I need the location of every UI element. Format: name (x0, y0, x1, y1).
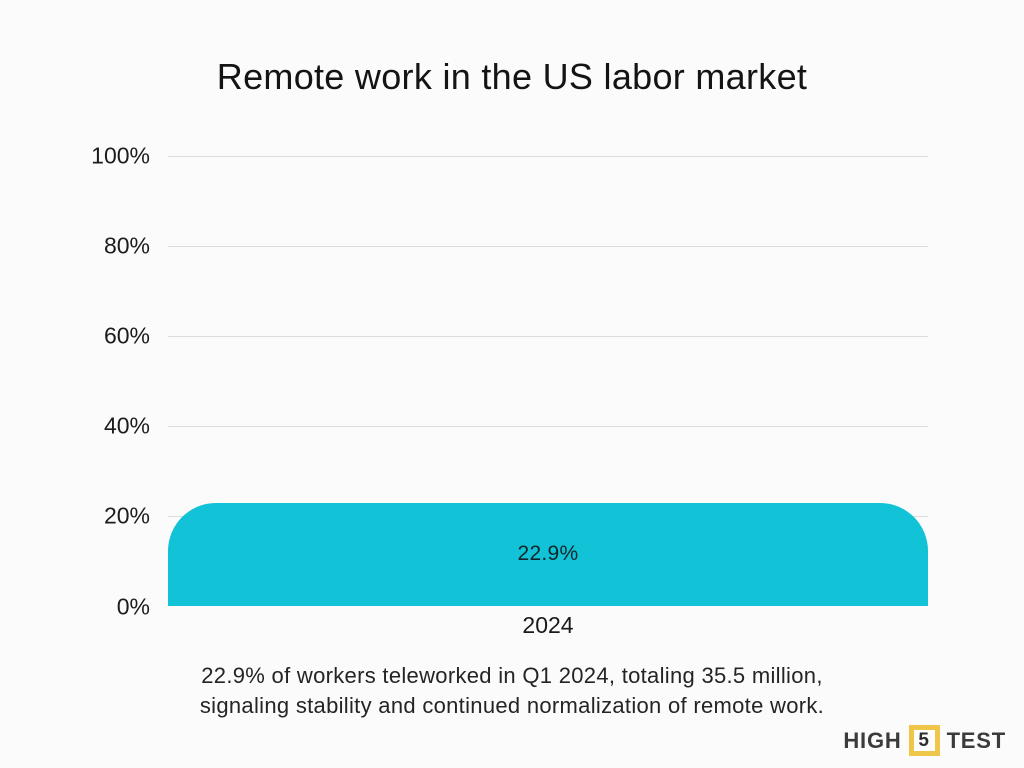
caption-line-2: signaling stability and continued normal… (199, 693, 825, 718)
gridline-40 (168, 426, 928, 427)
ytick-20: 20% (103, 502, 150, 529)
gridline-100 (168, 156, 928, 157)
ytick-60: 60% (103, 322, 150, 349)
plot-area: 22.9% (168, 156, 928, 606)
ytick-100: 100% (91, 142, 150, 169)
logo-text-high: HIGH (843, 727, 902, 753)
chart-caption: 22.9% of workers teleworked in Q1 2024, … (0, 661, 1024, 721)
caption-line-1: 22.9% of workers teleworked in Q1 2024, … (201, 663, 823, 688)
bar-value-label: 22.9% (517, 542, 579, 566)
gridline-60 (168, 336, 928, 337)
high5test-logo: HIGH 5 TEST (843, 725, 1006, 756)
chart-title: Remote work in the US labor market (216, 56, 808, 97)
ytick-80: 80% (103, 232, 150, 259)
logo-text-test: TEST (946, 727, 1006, 753)
logo-text-5: 5 (918, 729, 930, 751)
ytick-0: 0% (116, 593, 150, 620)
ytick-40: 40% (103, 412, 150, 439)
xtick-2024: 2024 (522, 612, 574, 638)
logo-5-badge: 5 (908, 725, 940, 756)
bar-2024: 22.9% (168, 502, 928, 606)
gridline-80 (168, 246, 928, 247)
